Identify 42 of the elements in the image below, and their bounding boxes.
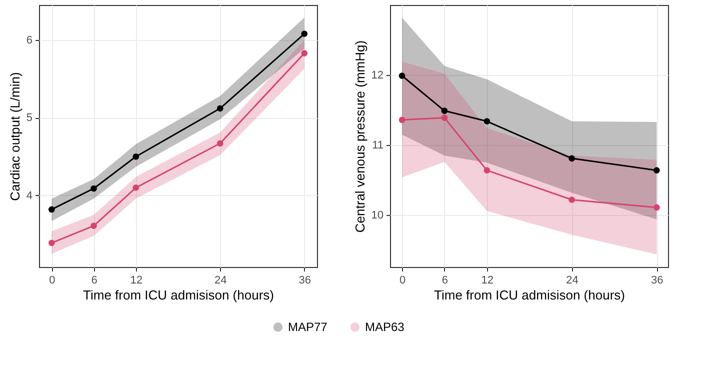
- x-axis-title: Time from ICU admisison (hours): [434, 288, 625, 302]
- point: [441, 108, 448, 114]
- point: [216, 140, 224, 147]
- y-tick-label: 5: [26, 112, 32, 124]
- point: [132, 153, 140, 160]
- point: [484, 118, 490, 124]
- x-tick-label: 36: [651, 274, 664, 286]
- x-tick-label: 6: [442, 274, 448, 286]
- point: [301, 50, 308, 56]
- x-tick-label: 36: [298, 274, 311, 286]
- y-axis-title: Cardiac output (L/min): [7, 72, 22, 201]
- point: [90, 185, 97, 192]
- point: [568, 155, 575, 162]
- x-tick-label: 12: [481, 274, 494, 286]
- x-tick-label: 0: [49, 274, 56, 286]
- point: [654, 167, 660, 174]
- point: [398, 116, 406, 124]
- point: [48, 240, 55, 246]
- y-tick-label: 10: [371, 210, 384, 222]
- y-tick-label: 11: [372, 140, 384, 152]
- x-tick-label: 24: [566, 274, 578, 286]
- x-tick-label: 24: [214, 274, 227, 286]
- legend-label: MAP77: [288, 320, 328, 334]
- y-tick-label: 12: [371, 70, 384, 82]
- point: [484, 167, 490, 174]
- point: [132, 184, 140, 191]
- x-tick-label: 6: [91, 274, 98, 286]
- y-tick-label: 4: [26, 190, 32, 202]
- point: [568, 196, 575, 203]
- point: [216, 105, 224, 112]
- point: [441, 114, 448, 121]
- x-tick-label: 12: [130, 274, 143, 286]
- x-tick-label: 0: [399, 274, 406, 286]
- y-axis-title: Central venous pressure (mmHg): [352, 40, 368, 233]
- x-axis-title: Time from ICU admisison (hours): [83, 288, 274, 302]
- y-tick-label: 6: [26, 34, 32, 46]
- point: [48, 206, 55, 213]
- legend-label: MAP63: [365, 320, 405, 334]
- point: [90, 222, 97, 229]
- point: [654, 204, 660, 211]
- point: [301, 30, 308, 37]
- point: [398, 72, 406, 79]
